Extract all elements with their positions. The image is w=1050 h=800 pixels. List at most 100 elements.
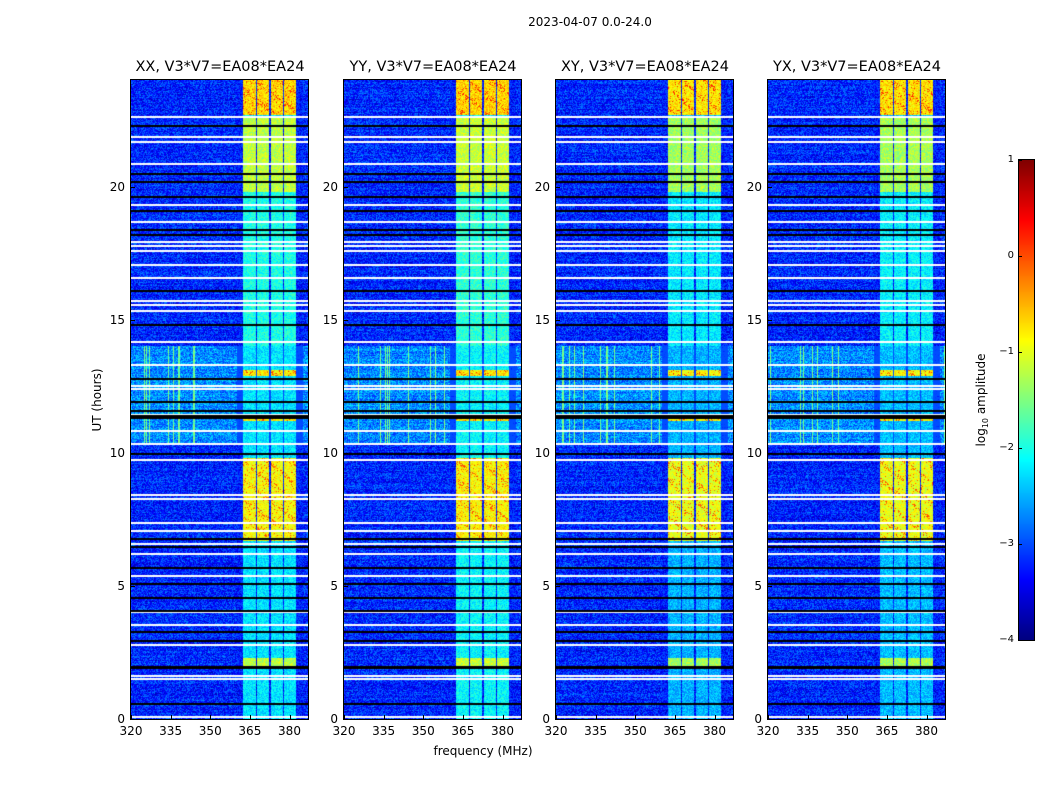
x-tick-label: 380 <box>703 724 726 738</box>
y-tick-mark <box>556 452 560 454</box>
x-tick-label: 365 <box>875 724 899 738</box>
heatmap-cells <box>556 80 733 719</box>
y-tick-mark <box>768 319 772 321</box>
x-tick-mark <box>807 715 809 719</box>
x-tick-label: 380 <box>491 724 514 738</box>
y-tick-mark <box>556 186 560 188</box>
colorbar-tick-label: −2 <box>999 442 1014 453</box>
colorbar-tick-label: −4 <box>999 634 1014 645</box>
y-tick-label: 5 <box>117 578 125 593</box>
x-tick-label: 335 <box>584 724 608 738</box>
y-tick-label: 10 <box>322 445 338 460</box>
heatmap-panel <box>130 79 309 720</box>
x-tick-mark <box>131 715 132 719</box>
panel-title: XY, V3*V7=EA08*EA24 <box>560 59 729 75</box>
colorbar-tick-label: 1 <box>1007 154 1014 165</box>
x-tick-label: 365 <box>663 724 687 738</box>
x-tick-mark <box>462 715 464 719</box>
y-tick-mark <box>768 719 772 720</box>
x-tick-mark <box>502 715 504 719</box>
y-tick-label: 0 <box>542 712 550 726</box>
heatmap-cells <box>131 80 308 719</box>
colorbar-tick-mark <box>1019 256 1022 257</box>
x-tick-label: 320 <box>756 724 780 738</box>
x-tick-mark <box>249 715 251 719</box>
panel-title: XX, V3*V7=EA08*EA24 <box>135 59 305 75</box>
y-tick-label: 15 <box>322 312 338 327</box>
colorbar-tick-label: 0 <box>1007 250 1014 261</box>
x-tick-label: 335 <box>796 724 820 738</box>
y-tick-label: 15 <box>109 312 125 327</box>
figure-title: 2023-04-07 0.0-24.0 <box>528 15 652 29</box>
heatmap-cells <box>768 80 945 719</box>
colorbar-tick-label: −1 <box>999 346 1014 357</box>
x-tick-mark <box>383 715 385 719</box>
y-tick-label: 20 <box>109 179 125 194</box>
y-tick-label: 5 <box>754 578 762 593</box>
y-tick-label: 20 <box>746 179 762 194</box>
panel-title: YY, V3*V7=EA08*EA24 <box>349 59 517 75</box>
x-tick-label: 335 <box>372 724 396 738</box>
x-tick-label: 350 <box>623 724 647 738</box>
x-tick-mark <box>344 715 345 719</box>
x-tick-mark <box>926 715 928 719</box>
y-tick-label: 0 <box>754 712 762 726</box>
colorbar-tick-mark <box>1019 640 1022 641</box>
y-tick-label: 0 <box>117 712 125 726</box>
x-axis-label: frequency (MHz) <box>433 744 533 758</box>
y-tick-mark <box>131 186 135 188</box>
y-tick-label: 5 <box>542 578 550 593</box>
y-tick-label: 20 <box>322 179 338 194</box>
x-tick-label: 320 <box>544 724 568 738</box>
colorbar <box>1018 159 1035 641</box>
colorbar-gradient <box>1019 160 1034 640</box>
y-tick-mark <box>556 719 560 720</box>
x-tick-label: 350 <box>411 724 435 738</box>
panel-title: YX, V3*V7=EA08*EA24 <box>772 59 941 75</box>
x-tick-mark <box>714 715 716 719</box>
x-tick-mark <box>635 715 637 719</box>
x-tick-mark <box>289 715 291 719</box>
y-tick-mark <box>556 319 560 321</box>
x-tick-label: 350 <box>835 724 859 738</box>
y-tick-mark <box>768 452 772 454</box>
x-tick-mark <box>210 715 212 719</box>
colorbar-tick-mark <box>1019 160 1022 161</box>
y-tick-mark <box>131 719 135 720</box>
x-tick-mark <box>847 715 849 719</box>
y-tick-mark <box>768 585 772 587</box>
x-tick-label: 380 <box>278 724 301 738</box>
y-tick-label: 20 <box>534 179 550 194</box>
heatmap-panel <box>343 79 522 720</box>
y-tick-label: 10 <box>534 445 550 460</box>
y-tick-label: 10 <box>746 445 762 460</box>
y-tick-mark <box>131 585 135 587</box>
y-tick-label: 0 <box>330 712 338 726</box>
y-tick-mark <box>556 585 560 587</box>
x-tick-label: 350 <box>198 724 222 738</box>
y-tick-mark <box>131 452 135 454</box>
y-tick-mark <box>131 319 135 321</box>
y-tick-mark <box>344 186 348 188</box>
y-tick-label: 15 <box>746 312 762 327</box>
colorbar-tick-label: −3 <box>999 538 1014 549</box>
heatmap-panel <box>767 79 946 720</box>
heatmap-panel <box>555 79 734 720</box>
y-tick-mark <box>344 452 348 454</box>
colorbar-tick-mark <box>1019 448 1022 449</box>
y-tick-label: 10 <box>109 445 125 460</box>
colorbar-tick-mark <box>1019 544 1022 545</box>
y-tick-mark <box>768 186 772 188</box>
y-tick-mark <box>344 319 348 321</box>
colorbar-label-sub: 10 <box>981 417 991 429</box>
x-tick-label: 320 <box>332 724 356 738</box>
colorbar-label-rest: amplitude <box>973 353 988 418</box>
x-tick-mark <box>556 715 557 719</box>
x-tick-mark <box>886 715 888 719</box>
x-tick-label: 365 <box>238 724 262 738</box>
colorbar-label-log: log <box>973 428 988 447</box>
x-tick-mark <box>595 715 597 719</box>
x-tick-label: 335 <box>159 724 183 738</box>
y-axis-label: UT (hours) <box>90 368 104 432</box>
heatmap-cells <box>344 80 521 719</box>
